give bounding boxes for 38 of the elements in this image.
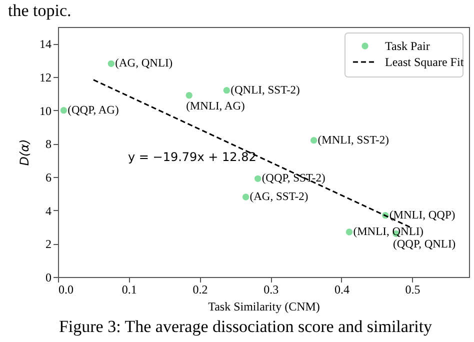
text: the topic.: [8, 1, 72, 20]
annotation: (QQP, AG): [68, 104, 119, 116]
x-tick-label: 0.1: [122, 282, 137, 296]
point: [108, 60, 114, 68]
point: [223, 86, 230, 94]
y-tick-label: 14: [40, 37, 52, 52]
x-axis-title: Task Similarity (CNM): [208, 300, 320, 314]
point: [310, 136, 318, 144]
y-tick-label: 12: [40, 70, 52, 84]
y-tick-label: 4: [46, 204, 52, 218]
y-tick-label: 2: [46, 237, 52, 252]
x-tick-label: 0.4: [334, 282, 350, 296]
y-tick-label: 8: [46, 137, 52, 152]
annotation: (QNLI, SST-2): [230, 84, 300, 96]
point: [242, 194, 250, 200]
y-axis-title: D(α): [18, 139, 32, 166]
annotation: y = −19.79x + 12.82: [128, 150, 256, 164]
annotation: (MNLI, QNLI): [353, 226, 424, 238]
annotation: (MNLI, QQP): [389, 209, 456, 222]
annotation: (AG, SST-2): [250, 191, 308, 203]
point: [346, 228, 353, 236]
point: [254, 175, 262, 182]
annotation: (MNLI, AG): [186, 100, 246, 112]
x-tick-label: 0.0: [58, 282, 74, 296]
x-tick-label: 0.5: [405, 282, 420, 296]
legend-label: Task Pair: [385, 39, 430, 53]
y-tick-label: 0: [46, 270, 52, 284]
legend-label: Least Square Fit: [385, 55, 464, 69]
x-tick-label: 0.2: [192, 282, 208, 296]
annotation: (AG, QNLI): [115, 58, 173, 70]
y-tick-label: 10: [40, 104, 52, 118]
caption: Figure 3: The average dissociation score and similarity: [58, 317, 433, 336]
y-tick-label: 6: [46, 170, 52, 184]
point: [186, 92, 192, 99]
annotation: (QQP, QNLI): [393, 238, 456, 251]
point: [60, 106, 68, 114]
x-tick-label: 0.3: [264, 282, 279, 296]
annotation: (MNLI, SST-2): [318, 134, 390, 146]
